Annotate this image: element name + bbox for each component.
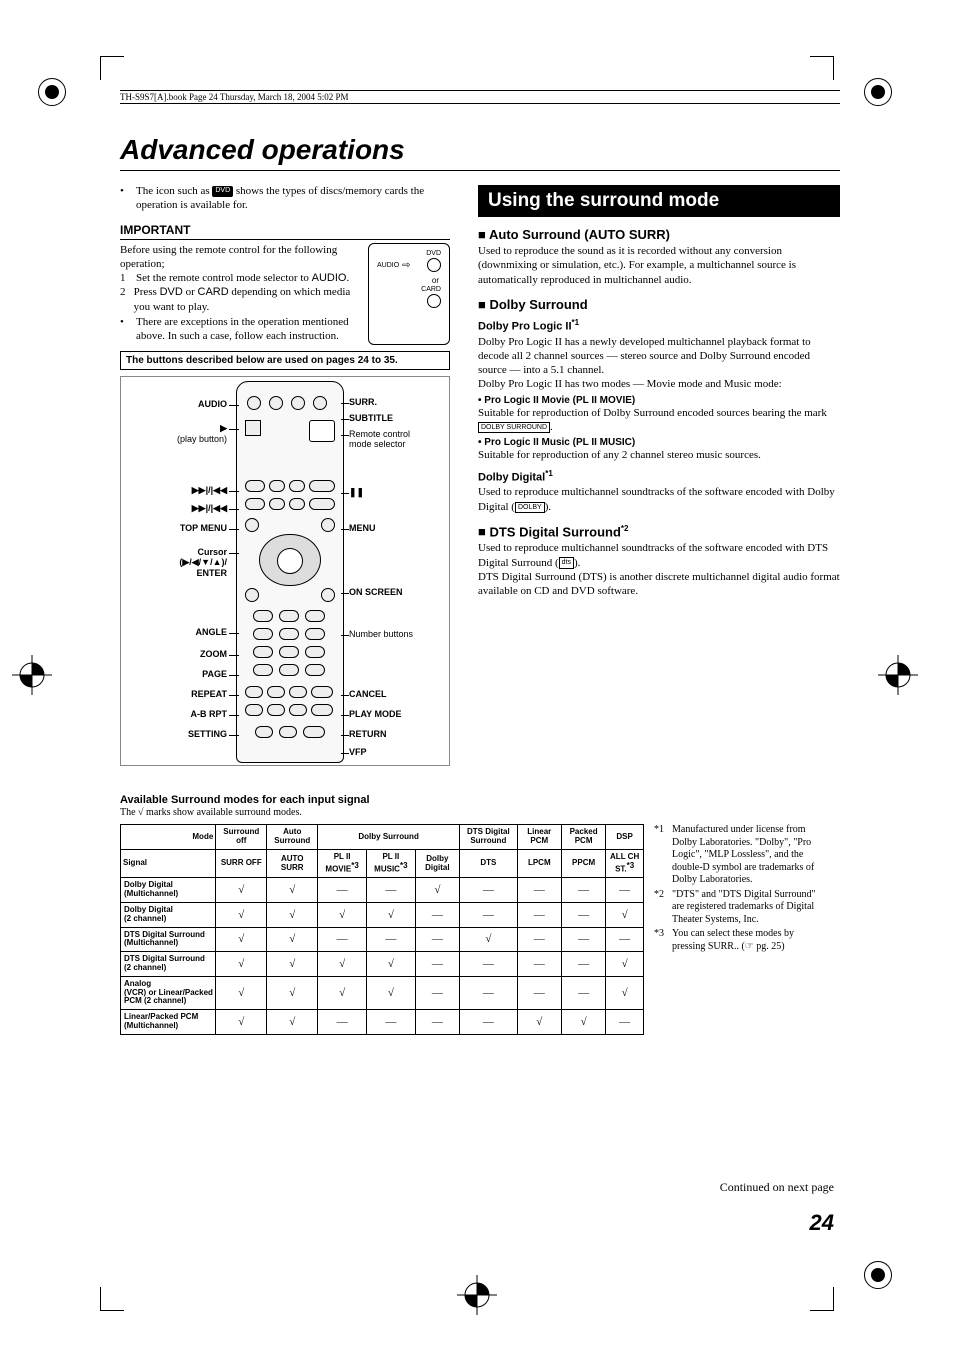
remote-label-left: ▶▶|/|◀◀ xyxy=(127,503,227,514)
pl2-movie-p: Suitable for reproduction of Dolby Surro… xyxy=(478,406,840,435)
important-tail: There are exceptions in the operation me… xyxy=(136,316,358,344)
remote-label-right: Number buttons xyxy=(349,629,449,639)
pl2-movie-h: • Pro Logic II Movie (PL II MOVIE) xyxy=(478,395,840,406)
table-footnotes: *1Manufactured under license from Dolby … xyxy=(654,824,826,955)
remote-label-right: PLAY MODE xyxy=(349,709,449,719)
running-header: TH-S9S7[A].book Page 24 Thursday, March … xyxy=(120,90,840,104)
reg-mark-tr xyxy=(864,78,894,108)
page-number: 24 xyxy=(810,1210,834,1236)
dolby-surround-mark-icon: DOLBY SURROUND xyxy=(478,422,550,433)
dpl2-p1: Dolby Pro Logic II has a newly developed… xyxy=(478,335,840,378)
intro-bullet: • The icon such as DVD shows the types o… xyxy=(120,185,450,213)
table-row: DTS Digital Surround (Multichannel)√√———… xyxy=(121,927,644,952)
crop-tl xyxy=(100,56,124,80)
remote-label-right: ❚❚ xyxy=(349,487,449,498)
footnote: *3You can select these modes by pressing… xyxy=(654,928,826,953)
remote-label-left: SETTING xyxy=(127,729,227,739)
dolby-digital-heading: Dolby Digital*1 xyxy=(478,469,840,484)
crop-tr xyxy=(810,56,834,80)
footnote: *1Manufactured under license from Dolby … xyxy=(654,824,826,887)
remote-label-left: REPEAT xyxy=(127,689,227,699)
important-steps: 1Set the remote control mode selector to… xyxy=(120,271,358,314)
intro-pre: The icon such as xyxy=(136,185,212,197)
surround-modes-section: Available Surround modes for each input … xyxy=(120,794,840,1034)
remote-label-left: ANGLE xyxy=(127,627,227,637)
footnote: *2"DTS" and "DTS Digital Surround" are r… xyxy=(654,889,826,927)
remote-label-left: Cursor(▶/◀/▼/▲)/ENTER xyxy=(127,547,227,578)
remote-label-right: SURR. xyxy=(349,397,449,407)
dts-mark-icon: dts xyxy=(559,557,574,568)
dpl2-p2: Dolby Pro Logic II has two modes — Movie… xyxy=(478,377,840,391)
remote-label-right: ON SCREEN xyxy=(349,587,449,597)
important-lead: Before using the remote control for the … xyxy=(120,243,358,272)
remote-label-right: Remote controlmode selector xyxy=(349,429,449,449)
dvd-chip-icon: DVD xyxy=(212,186,233,197)
important-heading: IMPORTANT xyxy=(120,223,450,240)
pl2-music-p: Suitable for reproduction of any 2 chann… xyxy=(478,448,840,462)
auto-surround-heading: Auto Surround (AUTO SURR) xyxy=(478,227,840,242)
page-title: Advanced operations xyxy=(120,134,840,171)
remote-label-left: ▶▶|/|◀◀ xyxy=(127,485,227,496)
important-step: 1Set the remote control mode selector to… xyxy=(120,271,358,285)
dolby-digital-mark-icon: DOLBY xyxy=(515,502,545,513)
continued-text: Continued on next page xyxy=(720,1180,834,1195)
crop-br xyxy=(810,1287,834,1311)
remote-label-left: A-B RPT xyxy=(127,709,227,719)
dts-heading: DTS Digital Surround*2 xyxy=(478,524,840,539)
table-row: Dolby Digital (2 channel)√√√√————√ xyxy=(121,902,644,927)
dts-p1: Used to reproduce multichannel soundtrac… xyxy=(478,541,840,570)
section-title-surround: Using the surround mode xyxy=(478,185,840,217)
table-title: Available Surround modes for each input … xyxy=(120,794,840,806)
left-column: • The icon such as DVD shows the types o… xyxy=(120,185,450,766)
remote-label-left: ZOOM xyxy=(127,649,227,659)
remote-label-left: ▶(play button) xyxy=(127,423,227,444)
remote-body-outline xyxy=(236,381,344,763)
reg-cross-bottom xyxy=(457,1275,497,1315)
table-row: Analog(VCR) or Linear/Packed PCM (2 chan… xyxy=(121,976,644,1009)
remote-label-right: RETURN xyxy=(349,729,449,739)
dolby-surround-heading: Dolby Surround xyxy=(478,297,840,312)
remote-label-left: AUDIO xyxy=(127,399,227,409)
remote-label-right: VFP xyxy=(349,747,449,757)
reg-cross-right xyxy=(878,655,918,695)
right-column: Using the surround mode Auto Surround (A… xyxy=(478,185,840,766)
table-row: Dolby Digital (Multichannel)√√——√———— xyxy=(121,878,644,903)
mode-selector-diagram: DVD AUDIO ⇨ or CARD xyxy=(368,243,450,346)
buttons-described-bar: The buttons described below are used on … xyxy=(120,351,450,370)
remote-label-right: CANCEL xyxy=(349,689,449,699)
crop-bl xyxy=(100,1287,124,1311)
table-row: DTS Digital Surround (2 channel)√√√√————… xyxy=(121,952,644,977)
dpl2-heading: Dolby Pro Logic II*1 xyxy=(478,318,840,333)
remote-label-left: TOP MENU xyxy=(127,523,227,533)
remote-label-left: PAGE xyxy=(127,669,227,679)
surround-modes-table: ModeSurround offAuto SurroundDolby Surro… xyxy=(120,824,644,1034)
reg-mark-tl xyxy=(38,78,68,108)
auto-surround-body: Used to reproduce the sound as it is rec… xyxy=(478,244,840,287)
remote-label-right: MENU xyxy=(349,523,449,533)
dts-p2: DTS Digital Surround (DTS) is another di… xyxy=(478,570,840,599)
table-row: Linear/Packed PCM (Multichannel)√√————√√… xyxy=(121,1010,644,1035)
remote-control-diagram: AUDIO ▶(play button) ▶▶|/|◀◀ ▶▶|/|◀◀ TOP MEN… xyxy=(120,376,450,766)
table-subtitle: The √ marks show available surround mode… xyxy=(120,806,840,820)
page-content: TH-S9S7[A].book Page 24 Thursday, March … xyxy=(120,90,840,1035)
reg-cross-left xyxy=(12,655,52,695)
pl2-music-h: • Pro Logic II Music (PL II MUSIC) xyxy=(478,437,840,448)
important-step: 2Press DVD or CARD depending on which me… xyxy=(120,285,358,314)
dolby-digital-body: Used to reproduce multichannel soundtrac… xyxy=(478,485,840,514)
remote-label-right: SUBTITLE xyxy=(349,413,449,423)
reg-mark-br xyxy=(864,1261,894,1291)
